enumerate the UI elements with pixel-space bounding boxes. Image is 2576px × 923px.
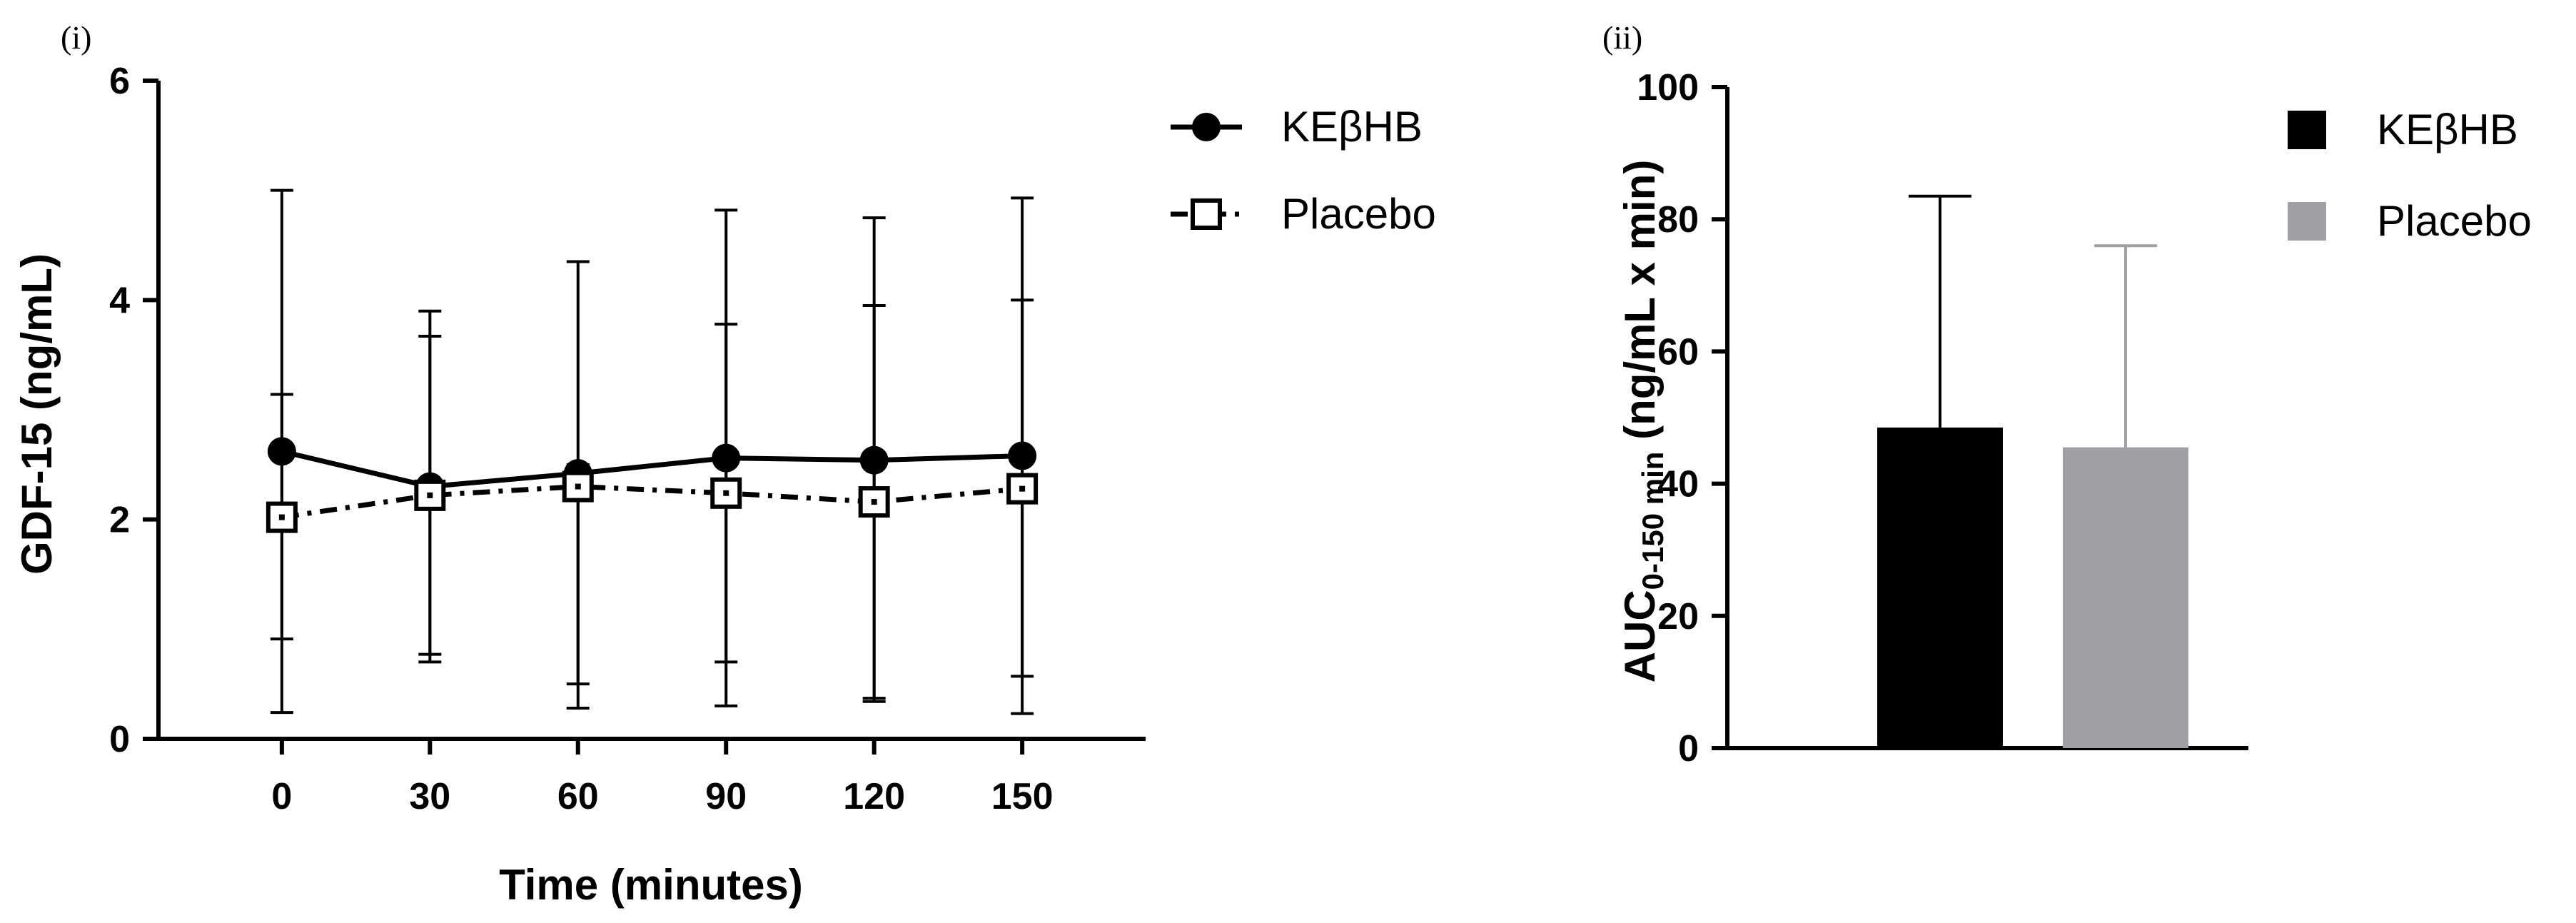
point-center-placebo-150 xyxy=(1019,485,1026,492)
y-axis-title-main: AUC xyxy=(1616,590,1664,682)
point-center-placebo-0 xyxy=(278,514,285,520)
line-chart-legend: KEβHB Placebo xyxy=(1171,103,1436,238)
y-axis-title-subscript: 0-150 min xyxy=(1636,452,1670,590)
point-center-placebo-90 xyxy=(723,490,729,496)
bar-chart-bars xyxy=(1877,427,2188,748)
error-bar-placebo-150 xyxy=(1011,298,1034,715)
legend-label-placebo: Placebo xyxy=(1281,190,1436,238)
point-kebhb-90 xyxy=(712,443,741,473)
series-line-kebhb xyxy=(281,448,1023,490)
legend-item-bar-placebo: Placebo xyxy=(2288,197,2532,245)
point-center-placebo-120 xyxy=(871,499,877,505)
point-placebo-90 xyxy=(710,477,742,509)
point-center-placebo-30 xyxy=(427,492,433,498)
bar-y-tick-label-20: 20 xyxy=(1657,596,1699,637)
x-tick-label-120: 120 xyxy=(843,776,905,817)
y-tick-label-4: 4 xyxy=(109,280,130,321)
line-chart-series-lines xyxy=(281,448,1023,520)
line-chart-markers xyxy=(266,437,1039,533)
y-axis-title-rest: (ng/mL x min) xyxy=(1616,160,1664,452)
x-tick-label-60: 60 xyxy=(557,776,599,817)
x-tick-label-90: 90 xyxy=(705,776,747,817)
error-bar-placebo-90 xyxy=(714,323,738,707)
legend-label-bar-kebhb: KEβHB xyxy=(2377,106,2518,153)
panel-label-ii: (ii) xyxy=(1602,19,1642,56)
bar-chart-error-bars xyxy=(1909,194,2157,448)
legend-swatch-placebo xyxy=(2288,202,2326,241)
x-tick-label-0: 0 xyxy=(271,776,292,817)
bar-chart-y-axis-title: AUC0-150 min (ng/mL x min) xyxy=(1616,160,1670,683)
legend-marker-placebo xyxy=(1191,198,1222,230)
line-chart-error-bars xyxy=(270,188,1034,715)
bar-y-tick-label-60: 60 xyxy=(1657,331,1699,373)
y-tick-label-2: 2 xyxy=(109,500,130,541)
error-bar-placebo xyxy=(2094,244,2157,448)
bar-y-tick-label-80: 80 xyxy=(1657,199,1699,241)
bar-chart-legend: KEβHB Placebo xyxy=(2288,106,2532,245)
bar-chart-tick-labels: 0 20 40 60 80 100 xyxy=(1637,67,1699,770)
bar-kebhb xyxy=(1877,427,2003,748)
point-placebo-60 xyxy=(562,470,594,503)
y-tick-label-0: 0 xyxy=(109,719,130,760)
line-chart-axes xyxy=(143,79,1146,755)
x-tick-label-150: 150 xyxy=(991,776,1054,817)
legend-swatch-kebhb xyxy=(2288,111,2326,149)
point-center-placebo-60 xyxy=(575,483,581,490)
panel-label-i: (i) xyxy=(61,19,91,56)
point-kebhb-150 xyxy=(1008,441,1037,470)
legend-item-placebo: Placebo xyxy=(1171,190,1436,238)
y-tick-label-6: 6 xyxy=(109,61,130,102)
line-chart-y-axis-title: GDF-15 (ng/mL) xyxy=(13,253,61,575)
error-bar-kebhb xyxy=(1909,194,1971,428)
bar-y-tick-label-0: 0 xyxy=(1678,728,1699,770)
bar-placebo xyxy=(2063,447,2188,748)
series-line-placebo xyxy=(281,484,1023,520)
bar-y-tick-label-40: 40 xyxy=(1657,464,1699,505)
legend-label-bar-placebo: Placebo xyxy=(2377,197,2532,245)
line-chart-x-axis-title: Time (minutes) xyxy=(499,861,803,909)
point-kebhb-120 xyxy=(859,445,889,475)
point-kebhb-0 xyxy=(267,437,296,466)
bar-chart-panel: (ii) 0 20 40 60 80 100 AUC0-150 min (ng/mL x … xyxy=(1602,19,2532,770)
bar-y-tick-label-100: 100 xyxy=(1637,67,1699,109)
legend-label-kebhb: KEβHB xyxy=(1281,103,1423,151)
point-placebo-0 xyxy=(266,501,298,533)
legend-item-bar-kebhb: KEβHB xyxy=(2288,106,2518,153)
x-tick-label-30: 30 xyxy=(409,776,450,817)
legend-item-kebhb: KEβHB xyxy=(1171,103,1423,151)
legend-marker-kebhb xyxy=(1192,113,1221,141)
